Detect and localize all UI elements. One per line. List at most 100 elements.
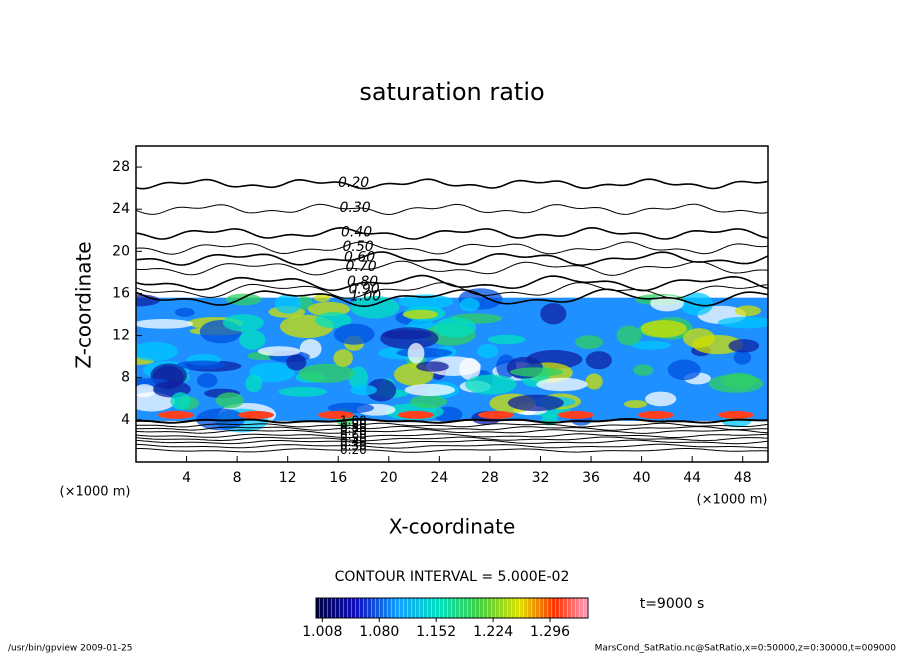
contour-label: 0.20 — [340, 443, 367, 457]
field-blob — [136, 341, 179, 361]
contour-line — [136, 203, 768, 216]
chart-title: saturation ratio — [359, 78, 544, 106]
field-blob — [509, 367, 563, 377]
field-blob — [327, 402, 374, 414]
field-blob — [196, 373, 218, 388]
field-blob — [298, 363, 355, 383]
x-tick-label: 44 — [683, 470, 701, 486]
contour-line — [136, 429, 768, 434]
x-unit-label: (×1000 m) — [60, 485, 131, 500]
time-label: t=9000 s — [640, 596, 705, 612]
field-blob — [638, 410, 674, 419]
contour-line — [136, 439, 768, 445]
contour-label: 0.20 — [338, 175, 369, 191]
y-tick-label: 8 — [121, 370, 130, 386]
field-blob — [667, 359, 701, 381]
contour-line — [136, 433, 768, 438]
field-blob — [536, 377, 588, 392]
y-tick-label: 16 — [112, 285, 130, 301]
field-blob — [176, 360, 226, 370]
field-blob — [465, 374, 517, 395]
shaded-field — [136, 178, 768, 453]
field-blob — [170, 392, 191, 410]
contour-interval: CONTOUR INTERVAL = 5.000E-02 — [335, 569, 570, 585]
contour-line — [136, 422, 768, 428]
field-blob — [718, 316, 768, 329]
contour-line — [136, 425, 768, 431]
field-blob — [616, 325, 642, 346]
contour-label: 0.30 — [340, 200, 371, 216]
field-blob — [382, 329, 432, 340]
field-blob — [136, 318, 194, 329]
contour-line — [136, 448, 768, 453]
field-blob — [238, 410, 274, 419]
field-blob — [507, 394, 564, 412]
contour-label: 0.90 — [340, 418, 367, 432]
colorbar-frame — [315, 597, 589, 619]
contour-line — [136, 260, 768, 276]
colorbar-tick-label: 1.224 — [473, 624, 513, 640]
contour-label: 0.30 — [340, 439, 367, 453]
contour-label: 0.60 — [340, 428, 367, 442]
contour-label: 0.80 — [340, 421, 367, 435]
field-blob — [274, 294, 302, 314]
field-blob — [478, 410, 514, 419]
footer-left: /usr/bin/gpview 2009-01-25 — [8, 644, 132, 654]
x-tick-label: 32 — [532, 470, 550, 486]
plot-frame — [135, 145, 769, 463]
x-axis-label: X-coordinate — [389, 515, 516, 539]
contour-label: 0.70 — [346, 259, 377, 275]
x-tick-label: 4 — [182, 470, 191, 486]
field-blob — [585, 351, 612, 370]
field-blob — [734, 305, 761, 317]
field-blob — [540, 303, 567, 325]
y-tick-label: 12 — [112, 328, 130, 344]
x-tick-label: 28 — [481, 470, 499, 486]
field-blob — [407, 342, 425, 364]
contour-line — [136, 282, 768, 299]
x-tick-label: 16 — [329, 470, 347, 486]
contour-line — [136, 288, 768, 308]
field-blob — [487, 334, 526, 345]
field-blob — [136, 294, 161, 307]
field-blob — [239, 329, 266, 350]
y-axis-label: Z-coordinate — [72, 241, 96, 368]
field-blob — [313, 293, 331, 303]
contour-line — [136, 178, 768, 190]
field-blob — [215, 392, 244, 409]
contour-line — [136, 251, 768, 267]
contour-label: 0.90 — [349, 281, 380, 297]
colorbar-tick-label: 1.080 — [359, 624, 399, 640]
contour-line — [136, 436, 768, 442]
contour-line — [136, 417, 768, 424]
contour-line — [136, 443, 768, 449]
field-blob — [633, 364, 654, 376]
field-blob — [158, 410, 194, 419]
field-blob — [366, 378, 397, 402]
colorbar-tick-label: 1.008 — [302, 624, 342, 640]
field-blob — [575, 335, 604, 350]
field-blob — [624, 400, 648, 409]
field-blob — [558, 410, 594, 419]
x-tick-label: 40 — [633, 470, 651, 486]
field-blob — [718, 410, 754, 419]
contour-label: 0.50 — [343, 239, 374, 255]
contour-label: 1.00 — [340, 413, 367, 427]
field-blob — [416, 361, 449, 372]
field-blob — [278, 386, 328, 397]
contour-label: 0.40 — [340, 434, 367, 448]
contour-label: 0.50 — [340, 431, 367, 445]
footer-right: MarsCond_SatRatio.nc@SatRatio,x=0:50000,… — [595, 644, 897, 654]
field-blob — [398, 294, 454, 310]
field-blob — [174, 307, 195, 317]
field-blob — [404, 383, 456, 396]
field-blob — [476, 343, 499, 359]
field-blob — [333, 323, 375, 345]
y-tick-label: 24 — [112, 201, 130, 217]
field-blob — [245, 374, 263, 393]
x-tick-label: 24 — [430, 470, 448, 486]
y-tick-label: 20 — [112, 243, 130, 259]
field-blob — [434, 317, 477, 338]
y-tick-label: 4 — [121, 412, 130, 428]
field-blob — [136, 384, 156, 398]
